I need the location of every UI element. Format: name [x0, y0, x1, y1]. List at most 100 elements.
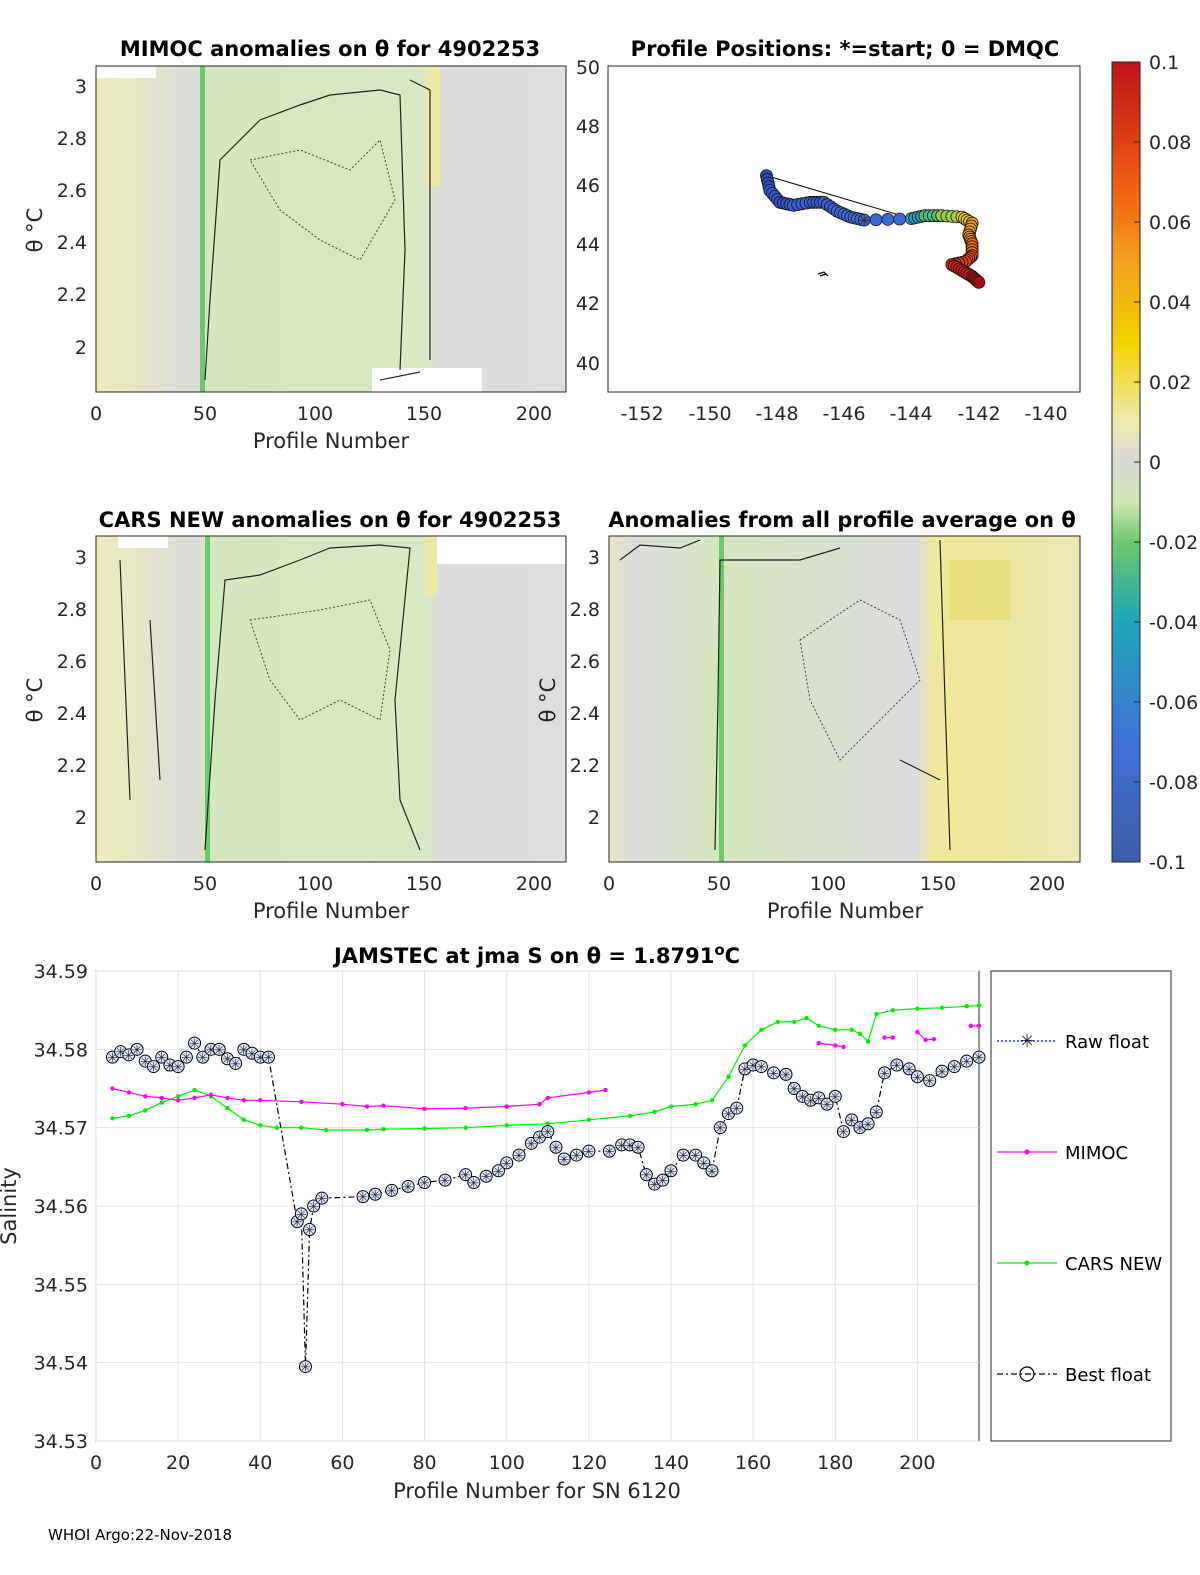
- colorbar-tick-label: -0.08: [1149, 772, 1198, 794]
- mimoc-xtick: 150: [406, 403, 442, 425]
- raw-float-point: ✳: [781, 1068, 792, 1083]
- best-float-point: [713, 1121, 727, 1135]
- raw-float-point: ✳: [723, 1108, 734, 1123]
- positions-ytick: 48: [576, 116, 600, 138]
- cars-new-point: [791, 1019, 797, 1025]
- positions-axes: [607, 65, 1081, 393]
- raw-float-point: ✳: [937, 1065, 948, 1080]
- mimoc-xtick: 100: [297, 403, 333, 425]
- salinity-ytick: 34.58: [34, 1039, 88, 1061]
- cars-new-point: [759, 1027, 764, 1032]
- mimoc-point: [882, 1035, 887, 1040]
- average-yticks: 2 2.2 2.4 2.6 2.8 3: [570, 547, 600, 829]
- raw-float-point: ✳: [386, 1184, 397, 1199]
- cars-nodata-topright: [437, 536, 566, 564]
- mimoc-point: [545, 1095, 550, 1101]
- legend: ✳ Raw float MIMOC CARS NEW Best float: [990, 970, 1172, 1442]
- cars-xtick: 200: [516, 873, 552, 895]
- best-float-point: [754, 1060, 768, 1074]
- positions-jump-line: [766, 175, 912, 220]
- raw-float-point: ✳: [904, 1063, 915, 1078]
- salinity-title: JAMSTEC at jma S on θ = 1.8791oC: [332, 941, 740, 968]
- raw-float-point: ✳: [292, 1216, 303, 1231]
- mimoc-point: [208, 1092, 214, 1097]
- legend-mimoc-dot-icon: [1024, 1149, 1030, 1155]
- positions-xtick: -146: [822, 403, 865, 425]
- positions-ytick: 50: [576, 57, 600, 79]
- cars-panel: CARS NEW anomalies on θ for 4902253 0 50…: [23, 508, 567, 923]
- raw-float-point: ✳: [830, 1090, 841, 1105]
- cars-new-point: [865, 1039, 871, 1044]
- raw-float-point: ✳: [304, 1224, 315, 1239]
- cars-ytick: 2.2: [57, 755, 87, 777]
- cars-new-point: [939, 1005, 945, 1011]
- raw-float-point: ✳: [583, 1145, 594, 1160]
- best-float-point: [261, 1050, 275, 1064]
- cars-new-point: [258, 1123, 263, 1128]
- mimoc-anomaly-stripe: [200, 66, 205, 392]
- best-float-point: [294, 1207, 308, 1221]
- mimoc-title: MIMOC anomalies on θ for 4902253: [120, 37, 540, 61]
- cars-new-point: [274, 1125, 279, 1130]
- salinity-title-main: JAMSTEC at jma S on θ = 1.8791: [332, 944, 714, 968]
- salinity-xtick: 40: [248, 1452, 272, 1474]
- mimoc-point: [126, 1090, 132, 1095]
- best-float-point: [491, 1164, 505, 1178]
- average-contour-dotted: [799, 599, 921, 761]
- cars-heatmap: [96, 536, 566, 862]
- best-float-point: [878, 1066, 892, 1080]
- cars-new-point: [668, 1104, 674, 1109]
- raw-float-point: ✳: [748, 1059, 759, 1074]
- raw-float-point: ✳: [308, 1200, 319, 1215]
- raw-float-point: ✳: [206, 1043, 217, 1058]
- raw-float-point: ✳: [514, 1149, 525, 1164]
- cars-ytick: 2.4: [57, 703, 87, 725]
- colorbar-tick-label: 0.04: [1149, 292, 1191, 314]
- mimoc-yticks: 2 2.2 2.4 2.6 2.8 3: [57, 76, 87, 359]
- raw-float-point: ✳: [912, 1071, 923, 1086]
- best-float-point: [549, 1140, 563, 1154]
- cars-ytick: 3: [75, 547, 87, 569]
- mimoc-xticks: 0 50 100 150 200: [90, 403, 552, 425]
- raw-float-point: ✳: [460, 1169, 471, 1184]
- salinity-xtick: 0: [90, 1452, 102, 1474]
- best-float-point: [828, 1089, 842, 1103]
- cars-title: CARS NEW anomalies on θ for 4902253: [99, 508, 562, 532]
- positions-xtick: -150: [688, 403, 731, 425]
- best-float-point: [467, 1176, 481, 1189]
- raw-float-point: ✳: [440, 1174, 451, 1189]
- raw-float-point: ✳: [863, 1118, 874, 1133]
- positions-profile-marker: [972, 275, 986, 289]
- positions-ytick: 42: [576, 293, 600, 315]
- raw-float-point: ✳: [768, 1067, 779, 1082]
- average-warm-patch: [950, 560, 1010, 620]
- salinity-ytick: 34.53: [34, 1431, 88, 1453]
- mimoc-point: [381, 1103, 386, 1108]
- cars-new-point: [915, 1006, 920, 1011]
- best-float-point: [196, 1050, 210, 1064]
- cars-new-point: [627, 1113, 633, 1119]
- mimoc-point: [833, 1043, 838, 1048]
- raw-float-point: ✳: [263, 1051, 274, 1066]
- best-float-point: [171, 1060, 185, 1074]
- average-xtick: 100: [810, 873, 846, 895]
- positions-profile-marker: [881, 212, 895, 226]
- mimoc-point: [968, 1023, 973, 1029]
- colorbar-tick-label: -0.1: [1149, 852, 1186, 874]
- mimoc-nodata-top: [96, 66, 156, 78]
- raw-float-point: ✳: [189, 1037, 200, 1052]
- best-float-point: [972, 1050, 986, 1064]
- mimoc-xtick: 0: [90, 403, 102, 425]
- best-float-point: [845, 1113, 859, 1127]
- mimoc-point: [841, 1044, 846, 1050]
- best-float-point: [902, 1062, 916, 1076]
- salinity-xtick: 160: [735, 1452, 771, 1474]
- raw-float-point: ✳: [731, 1102, 742, 1117]
- mimoc-contour: [204, 79, 431, 381]
- best-float-point: [631, 1140, 645, 1154]
- raw-float-point: ✳: [924, 1075, 935, 1090]
- cars-new-point: [976, 1003, 982, 1008]
- best-float-point: [401, 1179, 415, 1193]
- raw-float-point: ✳: [501, 1157, 512, 1172]
- salinity-ytick: 34.56: [34, 1196, 88, 1218]
